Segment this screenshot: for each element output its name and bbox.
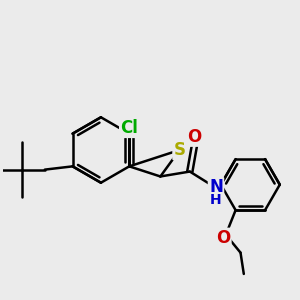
Text: O: O [216, 229, 230, 247]
Text: H: H [210, 194, 222, 207]
Text: Cl: Cl [120, 119, 138, 137]
Text: O: O [188, 128, 202, 146]
Text: N: N [209, 178, 223, 196]
Text: S: S [174, 141, 186, 159]
